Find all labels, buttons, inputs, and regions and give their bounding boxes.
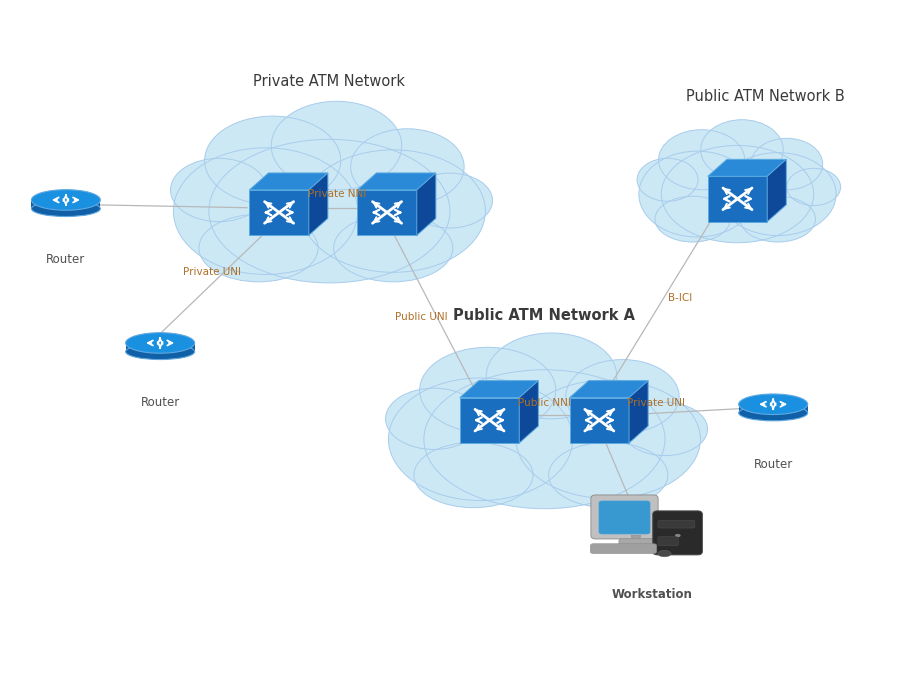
Polygon shape — [708, 176, 767, 222]
Polygon shape — [570, 381, 648, 398]
Polygon shape — [631, 535, 640, 541]
Ellipse shape — [622, 402, 707, 456]
Text: Workstation: Workstation — [612, 588, 693, 601]
Text: Public NNI: Public NNI — [518, 398, 571, 408]
Ellipse shape — [787, 168, 841, 206]
Polygon shape — [767, 159, 786, 222]
Polygon shape — [358, 173, 436, 190]
Text: Router: Router — [47, 253, 85, 266]
Text: Public ATM Network A: Public ATM Network A — [454, 308, 635, 323]
Ellipse shape — [738, 394, 808, 415]
Polygon shape — [570, 398, 629, 443]
Ellipse shape — [125, 333, 195, 353]
Ellipse shape — [659, 129, 745, 190]
Ellipse shape — [301, 150, 485, 272]
Ellipse shape — [407, 173, 492, 228]
Polygon shape — [250, 190, 308, 236]
FancyBboxPatch shape — [658, 520, 694, 528]
Polygon shape — [416, 173, 436, 236]
Ellipse shape — [639, 151, 756, 237]
Text: Public ATM Network B: Public ATM Network B — [685, 89, 845, 104]
Ellipse shape — [719, 153, 836, 236]
Ellipse shape — [31, 201, 101, 217]
Ellipse shape — [424, 370, 665, 509]
Ellipse shape — [655, 196, 730, 242]
Polygon shape — [519, 381, 538, 443]
Ellipse shape — [738, 405, 808, 421]
Ellipse shape — [125, 344, 195, 360]
Ellipse shape — [420, 347, 555, 433]
Text: Private NNI: Private NNI — [307, 189, 366, 199]
Ellipse shape — [170, 159, 267, 222]
Ellipse shape — [199, 215, 318, 282]
Polygon shape — [738, 405, 808, 413]
Ellipse shape — [637, 159, 698, 202]
Ellipse shape — [701, 120, 783, 180]
FancyBboxPatch shape — [590, 543, 657, 554]
Ellipse shape — [516, 380, 700, 498]
Text: Router: Router — [141, 396, 179, 409]
Polygon shape — [125, 343, 195, 351]
Ellipse shape — [740, 196, 815, 242]
Ellipse shape — [662, 146, 813, 242]
FancyBboxPatch shape — [591, 495, 658, 539]
Text: Router: Router — [754, 458, 792, 471]
Ellipse shape — [658, 550, 671, 557]
Polygon shape — [629, 381, 648, 443]
Ellipse shape — [209, 140, 450, 283]
Ellipse shape — [751, 138, 823, 190]
Ellipse shape — [334, 215, 453, 282]
Ellipse shape — [205, 116, 340, 205]
Ellipse shape — [675, 534, 681, 537]
Ellipse shape — [486, 333, 617, 419]
Ellipse shape — [174, 148, 358, 274]
Ellipse shape — [31, 190, 101, 210]
FancyBboxPatch shape — [658, 537, 678, 545]
Text: Private ATM Network: Private ATM Network — [253, 74, 405, 89]
Ellipse shape — [385, 388, 482, 449]
Polygon shape — [708, 159, 786, 176]
Ellipse shape — [389, 378, 573, 501]
Polygon shape — [250, 173, 328, 190]
FancyBboxPatch shape — [599, 501, 650, 534]
Text: Public UNI: Public UNI — [395, 312, 448, 321]
Text: B-ICI: B-ICI — [668, 293, 693, 302]
Ellipse shape — [565, 360, 679, 433]
Text: Private UNI: Private UNI — [183, 268, 241, 277]
Ellipse shape — [271, 101, 402, 190]
Polygon shape — [308, 173, 328, 236]
Polygon shape — [358, 190, 416, 236]
Text: Private UNI: Private UNI — [627, 398, 684, 408]
FancyBboxPatch shape — [652, 511, 703, 555]
Ellipse shape — [350, 129, 464, 205]
Polygon shape — [460, 398, 519, 443]
Polygon shape — [460, 381, 538, 398]
Ellipse shape — [549, 443, 668, 508]
Ellipse shape — [414, 443, 533, 508]
Polygon shape — [31, 200, 101, 208]
FancyBboxPatch shape — [619, 539, 653, 545]
